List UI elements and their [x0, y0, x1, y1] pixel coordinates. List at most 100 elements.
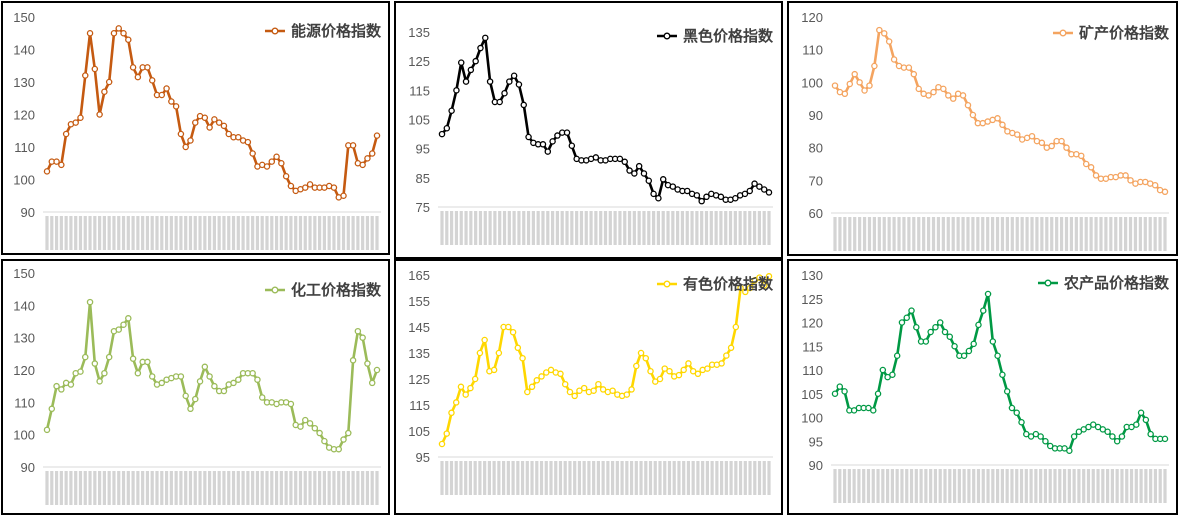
data-point: [53, 382, 60, 390]
data-point: [717, 193, 725, 201]
x-tick-mark: [539, 461, 544, 495]
x-tick-mark: [853, 217, 857, 251]
x-tick-mark: [179, 216, 183, 250]
x-tick-mark: [995, 217, 1000, 251]
data-point: [254, 376, 261, 383]
data-point: [158, 379, 166, 387]
x-tick-mark: [1115, 469, 1119, 503]
data-point: [846, 80, 854, 88]
chart-panel-nonferrous: 95 105 115 125 135 145 155 165 有色价格指数: [394, 259, 783, 515]
legend-marker: [271, 27, 279, 35]
x-tick-mark: [1110, 469, 1114, 503]
legend: 有色价格指数: [656, 275, 774, 293]
data-point: [936, 319, 944, 326]
x-tick-mark: [212, 471, 216, 505]
data-point: [462, 78, 470, 85]
x-tick-mark: [625, 461, 629, 495]
x-tick-mark: [1158, 469, 1162, 503]
y-tick-label: 115: [409, 398, 430, 413]
x-tick-mark: [639, 461, 643, 495]
x-tick-mark: [169, 471, 173, 505]
data-point: [876, 26, 883, 34]
x-tick-mark: [121, 216, 126, 250]
x-tick-mark: [255, 216, 260, 250]
data-point: [959, 92, 967, 99]
x-tick-mark: [546, 211, 550, 245]
data-point: [539, 141, 547, 148]
x-tick-mark: [145, 471, 150, 505]
x-tick-mark: [531, 211, 535, 245]
x-tick-mark: [1067, 469, 1071, 503]
x-tick-mark: [1039, 469, 1043, 503]
x-tick-mark: [107, 471, 111, 505]
x-tick-mark: [69, 216, 73, 250]
x-tick-mark: [1015, 217, 1019, 251]
legend-marker: [663, 280, 671, 288]
x-tick-mark: [541, 211, 545, 245]
y-tick-label: 80: [809, 141, 823, 156]
x-tick-mark: [957, 469, 961, 503]
x-tick-mark: [440, 211, 444, 245]
data-point: [1066, 447, 1073, 454]
data-point: [525, 133, 532, 141]
x-tick-mark: [102, 471, 106, 505]
x-tick-mark: [748, 461, 752, 495]
legend-label: 能源价格指数: [291, 22, 382, 40]
data-point: [571, 392, 578, 400]
x-tick-mark: [370, 216, 374, 250]
x-tick-mark: [308, 216, 312, 250]
y-tick-label: 125: [408, 372, 430, 387]
x-tick-mark: [858, 217, 862, 251]
x-tick-mark: [986, 217, 990, 251]
y-tick-label: 150: [13, 10, 35, 25]
data-point: [515, 81, 523, 88]
data-point: [354, 327, 362, 335]
data-point: [467, 66, 475, 74]
x-tick-mark: [337, 216, 341, 250]
x-tick-mark: [193, 216, 197, 250]
x-tick-mark: [738, 461, 743, 495]
data-point: [115, 25, 122, 32]
data-point: [86, 29, 94, 37]
x-tick-mark: [929, 469, 933, 503]
x-tick-mark: [454, 461, 458, 495]
x-tick-mark: [1005, 217, 1009, 251]
x-tick-mark: [284, 216, 288, 250]
data-point: [741, 190, 749, 198]
x-tick-mark: [1101, 469, 1105, 503]
x-tick-mark: [536, 211, 540, 245]
x-tick-mark: [1062, 469, 1067, 503]
x-tick-mark: [179, 471, 183, 505]
x-tick-mark: [236, 216, 240, 250]
data-point: [561, 380, 569, 388]
x-tick-mark: [318, 471, 322, 505]
data-point: [72, 119, 79, 126]
x-tick-mark: [961, 217, 965, 251]
data-point: [520, 101, 528, 109]
data-point: [970, 340, 977, 348]
x-tick-mark: [227, 471, 231, 505]
x-tick-mark: [469, 211, 473, 245]
data-point: [975, 321, 982, 329]
x-tick-mark: [1035, 217, 1039, 251]
x-tick-mark: [155, 216, 159, 250]
data-point: [206, 373, 213, 380]
data-point: [297, 423, 304, 430]
data-point: [742, 288, 749, 296]
x-tick-mark: [203, 216, 207, 250]
data-point: [633, 362, 640, 370]
x-tick-mark: [74, 471, 78, 505]
x-tick-mark: [729, 461, 733, 495]
data-point: [751, 180, 758, 187]
y-tick-label: 105: [801, 387, 823, 402]
x-tick-mark: [356, 471, 360, 505]
y-tick-label: 110: [802, 43, 823, 58]
x-tick-mark: [208, 471, 212, 505]
data-point: [496, 98, 503, 106]
x-tick-mark: [914, 469, 918, 503]
data-point: [576, 387, 583, 394]
x-tick-mark: [274, 471, 279, 505]
x-tick-mark: [743, 211, 747, 245]
x-tick-mark: [615, 461, 619, 495]
data-point: [841, 388, 848, 395]
